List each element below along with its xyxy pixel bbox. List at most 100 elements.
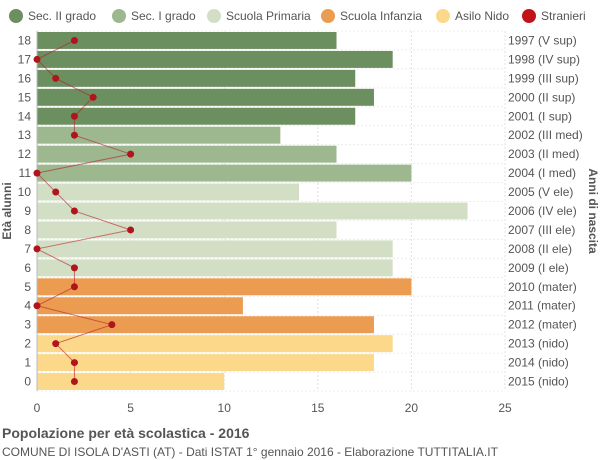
bar — [37, 107, 356, 125]
birth-year-tick-label: 2000 (II sup) — [508, 90, 575, 104]
bar — [37, 240, 393, 258]
birth-year-tick-label: 2009 (I ele) — [508, 261, 569, 275]
bar — [37, 145, 337, 163]
bar — [37, 164, 412, 182]
age-tick-label: 12 — [18, 147, 32, 161]
chart-title: Popolazione per età scolastica - 2016 — [2, 425, 250, 441]
birth-year-tick-label: 2015 (nido) — [508, 375, 569, 389]
age-tick-label: 18 — [18, 33, 32, 47]
age-tick-label: 17 — [18, 52, 32, 66]
age-tick-label: 3 — [24, 318, 31, 332]
stranieri-point — [70, 131, 78, 139]
stranieri-series — [33, 36, 135, 386]
birth-year-tick-label: 1998 (IV sup) — [508, 52, 580, 66]
birth-year-tick-label: 2008 (II ele) — [508, 242, 572, 256]
stranieri-point — [52, 188, 60, 196]
y-axis-label-right: Anni di nascita — [586, 168, 600, 254]
legend-label: Sec. I grado — [131, 9, 196, 23]
legend-swatch — [112, 9, 126, 23]
stranieri-point — [70, 283, 78, 291]
birth-year-tick-label: 2004 (I med) — [508, 166, 576, 180]
stranieri-point — [127, 150, 135, 158]
age-tick-label: 11 — [19, 166, 32, 180]
legend-swatch — [522, 9, 536, 23]
stranieri-point — [52, 74, 60, 82]
stranieri-point — [70, 112, 78, 120]
population-chart: Sec. II grado Sec. I grado Scuola Primaria… — [0, 9, 600, 415]
x-tick-label: 25 — [498, 401, 512, 415]
legend: Sec. II grado Sec. I grado Scuola Primaria… — [9, 9, 586, 23]
age-tick-label: 5 — [24, 280, 31, 294]
birth-year-tick-label: 2005 (V ele) — [508, 185, 573, 199]
age-tick-label: 6 — [24, 261, 31, 275]
bar — [37, 32, 337, 49]
bar — [37, 373, 225, 390]
bar — [37, 183, 300, 201]
bar — [37, 259, 393, 277]
bar — [37, 335, 393, 353]
birth-year-tick-labels: 1997 (V sup) 1998 (IV sup) 1999 (III sup) 2… — [508, 33, 583, 388]
x-tick-label: 10 — [218, 401, 232, 415]
stranieri-point — [70, 36, 78, 44]
stranieri-point — [33, 302, 41, 310]
legend-label: Asilo Nido — [455, 9, 509, 23]
x-tick-labels: 0 5 10 15 20 25 — [34, 401, 512, 415]
bar — [37, 354, 374, 372]
x-tick-label: 0 — [34, 401, 41, 415]
chart-subtitle: COMUNE DI ISOLA D'ASTI (AT) - Dati ISTAT… — [2, 445, 498, 459]
y-axis-label-left: Età alunni — [0, 182, 14, 239]
bar — [37, 126, 281, 144]
x-tick-label: 20 — [405, 401, 419, 415]
bar — [37, 278, 412, 296]
grid — [36, 30, 506, 392]
age-tick-label: 7 — [24, 242, 31, 256]
bars — [36, 31, 468, 391]
bar — [37, 50, 393, 68]
bar — [37, 202, 468, 220]
legend-label: Sec. II grado — [28, 9, 96, 23]
age-tick-label: 1 — [24, 356, 31, 370]
stranieri-point — [52, 340, 60, 348]
birth-year-tick-label: 1997 (V sup) — [508, 33, 577, 47]
bar — [37, 88, 374, 106]
stranieri-point — [89, 93, 97, 101]
bar — [37, 316, 374, 334]
age-tick-label: 14 — [18, 109, 32, 123]
legend-swatch — [321, 9, 335, 23]
x-tick-label: 5 — [127, 401, 134, 415]
stranieri-point — [70, 359, 78, 367]
stranieri-point — [33, 169, 41, 177]
legend-swatch — [436, 9, 450, 23]
stranieri-point — [70, 207, 78, 215]
stranieri-point — [108, 321, 116, 329]
age-tick-label: 16 — [18, 71, 32, 85]
legend-swatch — [9, 9, 23, 23]
stranieri-point — [70, 378, 78, 386]
age-tick-label: 4 — [24, 299, 31, 313]
age-tick-label: 0 — [24, 375, 31, 389]
birth-year-tick-label: 2002 (III med) — [508, 128, 583, 142]
age-tick-label: 10 — [18, 185, 32, 199]
stranieri-point — [33, 55, 41, 63]
birth-year-tick-label: 2003 (II med) — [508, 147, 579, 161]
age-tick-label: 8 — [24, 223, 31, 237]
bar — [37, 221, 337, 239]
stranieri-point — [127, 226, 135, 234]
legend-label: Scuola Primaria — [226, 9, 311, 23]
birth-year-tick-label: 2014 (nido) — [508, 356, 569, 370]
stranieri-point — [70, 264, 78, 272]
x-tick-label: 15 — [311, 401, 325, 415]
bar — [37, 69, 356, 87]
age-tick-label: 15 — [18, 90, 32, 104]
birth-year-tick-label: 2013 (nido) — [508, 337, 569, 351]
birth-year-tick-label: 2001 (I sup) — [508, 109, 572, 123]
age-tick-label: 13 — [18, 128, 32, 142]
birth-year-tick-label: 2010 (mater) — [508, 280, 577, 294]
birth-year-tick-label: 1999 (III sup) — [508, 71, 579, 85]
age-tick-label: 9 — [24, 204, 31, 218]
bar — [37, 297, 243, 315]
birth-year-tick-label: 2006 (IV ele) — [508, 204, 577, 218]
birth-year-tick-label: 2011 (mater) — [508, 299, 576, 313]
birth-year-tick-label: 2012 (mater) — [508, 318, 577, 332]
